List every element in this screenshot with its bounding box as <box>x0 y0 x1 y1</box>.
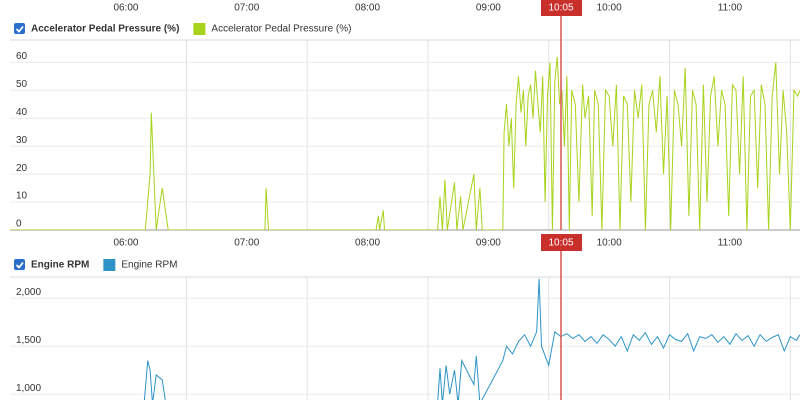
x-tick-label: 10:00 <box>597 238 622 249</box>
x-tick-label: 06:00 <box>113 238 138 249</box>
x-tick-label: 07:00 <box>234 238 259 249</box>
series-line <box>10 56 800 230</box>
x-tick-label: 06:00 <box>113 3 138 14</box>
checkmark <box>15 261 24 269</box>
y-tick-label: 40 <box>16 107 28 118</box>
chart-title[interactable]: Engine RPM <box>31 260 89 271</box>
y-tick-label: 60 <box>16 51 28 62</box>
x-tick-label: 08:00 <box>355 238 380 249</box>
x-tick-label: 11:00 <box>718 238 743 249</box>
y-tick-label: 20 <box>16 163 28 174</box>
x-tick-label: 08:00 <box>355 3 380 14</box>
y-tick-label: 0 <box>16 219 22 230</box>
cursor-tag <box>541 234 582 251</box>
legend-swatch <box>103 259 116 271</box>
y-tick-label: 1,500 <box>16 335 41 346</box>
legend-swatch <box>193 23 206 35</box>
y-tick-label: 30 <box>16 135 28 146</box>
y-tick-label: 2,000 <box>16 287 41 298</box>
y-tick-label: 50 <box>16 79 28 90</box>
x-tick-label: 10:00 <box>597 3 622 14</box>
cursor-label: 10:05 <box>548 238 573 249</box>
x-tick-label: 09:00 <box>476 238 501 249</box>
checkmark <box>15 25 24 33</box>
series-line <box>143 278 800 400</box>
y-tick-label: 10 <box>16 191 28 202</box>
x-tick-label: 09:00 <box>476 3 501 14</box>
legend-label: Accelerator Pedal Pressure (%) <box>211 24 351 35</box>
checkbox[interactable] <box>14 23 25 34</box>
x-tick-label: 07:00 <box>234 3 259 14</box>
checkbox[interactable] <box>14 259 25 270</box>
y-tick-label: 1,000 <box>16 383 41 394</box>
chart-title[interactable]: Accelerator Pedal Pressure (%) <box>31 24 179 35</box>
x-tick-label: 11:00 <box>718 3 743 14</box>
cursor-label: 10:05 <box>548 3 573 14</box>
cursor-tag <box>541 0 582 16</box>
legend-label: Engine RPM <box>121 260 177 271</box>
